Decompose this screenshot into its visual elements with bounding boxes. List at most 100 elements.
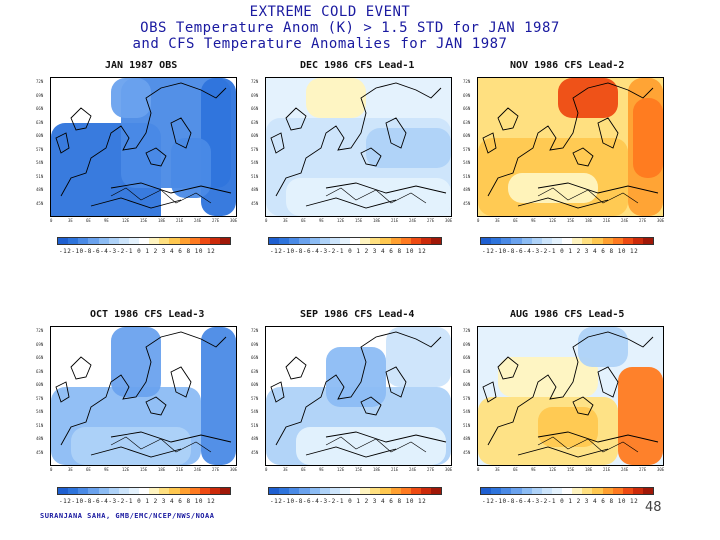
colorbar-swatch <box>400 488 411 494</box>
lat-tick-label: 54N <box>251 160 259 165</box>
colorbar-swatch <box>78 488 89 494</box>
lon-tick-label: 3E <box>283 218 288 223</box>
anomaly-region <box>326 347 386 407</box>
lat-tick-label: 48N <box>251 436 259 441</box>
lon-tick-label: 15E <box>567 467 575 472</box>
colorbar-swatch <box>309 488 320 494</box>
lon-tick-label: 18E <box>373 218 381 223</box>
colorbar-swatch <box>400 238 411 244</box>
lon-tick-label: 24E <box>194 218 202 223</box>
colorbar-swatch <box>199 238 210 244</box>
lon-tick-label: 18E <box>158 218 166 223</box>
colorbar-swatch <box>592 488 603 494</box>
colorbar-swatch <box>139 238 150 244</box>
colorbar-swatch <box>541 238 552 244</box>
colorbar <box>57 487 231 495</box>
colorbar-swatch <box>169 238 180 244</box>
colorbar-swatch <box>511 488 522 494</box>
credit-text: SURANJANA SAHA, GMB/EMC/NCEP/NWS/NOAA <box>40 512 215 520</box>
coastline <box>55 331 232 458</box>
lon-tick-label: 3E <box>68 218 73 223</box>
colorbar-swatch <box>68 238 79 244</box>
lat-tick-label: 63N <box>463 119 471 125</box>
lat-tick-label: 66N <box>463 355 471 360</box>
coastline <box>482 331 659 458</box>
colorbar-swatch <box>289 488 300 494</box>
lon-tick-label: 27E <box>212 218 220 223</box>
colorbar-swatch <box>612 238 623 244</box>
coastline <box>482 82 659 209</box>
colorbar-swatch <box>501 488 512 494</box>
lon-tick-label: 15E <box>140 218 148 223</box>
lat-tick-label: 51N <box>463 173 471 179</box>
colorbar-swatch <box>420 238 431 244</box>
colorbar-swatch <box>179 238 190 244</box>
colorbar-swatch <box>360 238 371 244</box>
colorbar <box>480 487 654 495</box>
colorbar-swatch <box>582 488 593 494</box>
colorbar-swatch <box>159 488 170 494</box>
colorbar-swatch <box>582 238 593 244</box>
temperature-anomaly-map <box>477 326 664 466</box>
lon-tick-label: 9E <box>531 218 536 223</box>
lat-tick-label: 60N <box>463 133 471 138</box>
temperature-anomaly-map <box>50 77 237 217</box>
lat-tick-label: 57N <box>463 146 471 152</box>
lat-tick-label: 69N <box>463 341 471 347</box>
colorbar-swatch <box>431 238 442 244</box>
panel-title: SEP 1986 CFS Lead-4 <box>300 309 415 320</box>
lat-tick-label: 63N <box>251 119 259 125</box>
lat-tick-label: 63N <box>36 119 44 125</box>
colorbar-swatch <box>319 238 330 244</box>
lon-tick-label: 6E <box>86 218 91 223</box>
colorbar-swatch <box>319 488 330 494</box>
coastline <box>55 82 232 209</box>
temperature-anomaly-map <box>50 326 237 466</box>
lat-tick-label: 48N <box>251 187 259 192</box>
colorbar-swatch <box>98 488 109 494</box>
anomaly-region <box>306 78 366 118</box>
lon-tick-label: 3E <box>283 467 288 472</box>
colorbar-swatch <box>551 488 562 494</box>
lat-tick-label: 45N <box>251 200 259 206</box>
colorbar-swatch <box>643 488 654 494</box>
lon-tick-label: 9E <box>104 467 109 472</box>
lat-tick-label: 60N <box>36 133 44 138</box>
lon-tick-label: 30E <box>230 218 238 223</box>
colorbar-swatch <box>279 488 290 494</box>
colorbar <box>268 237 442 245</box>
border-line <box>537 436 639 453</box>
lon-tick-label: 30E <box>445 467 453 472</box>
lat-tick-label: 66N <box>251 106 259 111</box>
lon-tick-label: 24E <box>409 218 417 223</box>
colorbar-swatch <box>299 238 310 244</box>
colorbar-swatch <box>370 238 381 244</box>
lon-tick-label: 18E <box>585 218 593 223</box>
colorbar <box>268 487 442 495</box>
lat-tick-label: 51N <box>36 422 44 428</box>
colorbar-swatch <box>521 488 532 494</box>
lat-tick-label: 66N <box>251 355 259 360</box>
lat-tick-label: 69N <box>36 341 44 347</box>
colorbar-swatch <box>58 488 69 494</box>
lat-tick-label: 45N <box>36 449 44 455</box>
lon-tick-label: 15E <box>355 467 363 472</box>
lon-tick-label: 9E <box>104 218 109 223</box>
colorbar-swatch <box>380 238 391 244</box>
lon-tick-label: 12E <box>337 218 345 223</box>
lon-tick-label: 30E <box>657 467 665 472</box>
lon-tick-label: 27E <box>639 467 647 472</box>
lon-tick-label: 6E <box>513 467 518 472</box>
colorbar-swatch <box>410 488 421 494</box>
colorbar-swatch <box>541 488 552 494</box>
colorbar-swatch <box>58 238 69 244</box>
lat-tick-label: 69N <box>463 92 471 98</box>
colorbar-swatch <box>360 488 371 494</box>
colorbar-swatch <box>329 488 340 494</box>
lat-tick-label: 45N <box>463 449 471 455</box>
title-line-3: and CFS Temperature Anomalies for JAN 19… <box>132 36 508 52</box>
lat-tick-label: 57N <box>251 395 259 401</box>
lat-tick-label: 51N <box>251 422 259 428</box>
colorbar-swatch <box>118 238 129 244</box>
colorbar-swatch <box>88 238 99 244</box>
